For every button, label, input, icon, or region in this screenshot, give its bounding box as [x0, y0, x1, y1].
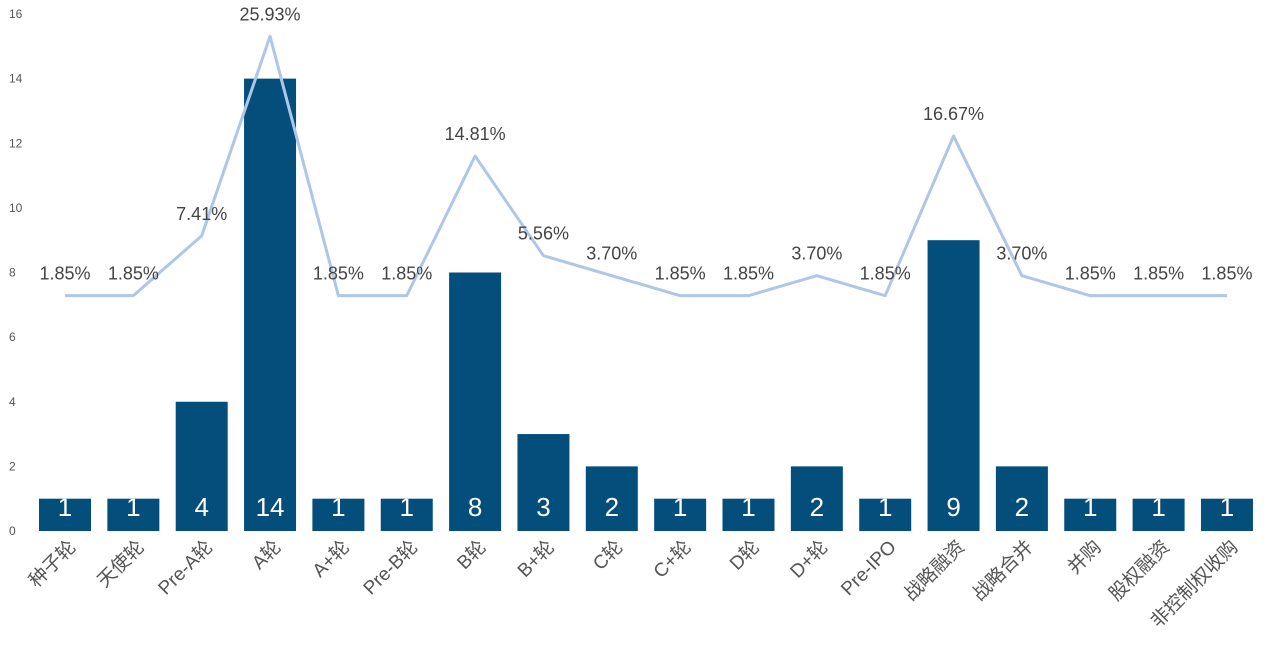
x-tick-label: C+轮	[649, 536, 696, 583]
bar-value-label: 1	[1220, 492, 1234, 522]
line-value-label: 1.85%	[655, 264, 706, 284]
bar	[722, 498, 775, 531]
line-value-label: 1.85%	[1065, 264, 1116, 284]
x-tick-label: 并购	[1063, 536, 1105, 578]
line-value-label: 3.70%	[586, 244, 637, 264]
bar-value-label: 14	[256, 492, 285, 522]
bar	[790, 466, 843, 531]
line-value-label: 14.81%	[445, 124, 506, 144]
x-tick-label: D轮	[725, 536, 764, 575]
bar	[927, 240, 980, 531]
y-tick-label: 14	[9, 72, 23, 86]
bar-value-label: 1	[878, 492, 892, 522]
bar-value-label: 3	[536, 492, 550, 522]
bar	[175, 401, 228, 531]
x-tick-label: A+轮	[308, 536, 354, 582]
bar-value-label: 2	[1015, 492, 1029, 522]
bar	[244, 78, 297, 531]
bar-value-label: 2	[605, 492, 619, 522]
bar	[654, 498, 707, 531]
line-value-label: 1.85%	[1133, 264, 1184, 284]
bar-value-label: 1	[1083, 492, 1097, 522]
x-tick-label: B轮	[453, 536, 491, 574]
y-tick-label: 16	[9, 7, 23, 21]
x-tick-label: A轮	[248, 536, 286, 574]
bar	[585, 466, 638, 531]
x-tick-label: C轮	[589, 536, 628, 575]
y-tick-label: 4	[9, 395, 16, 409]
y-tick-label: 8	[9, 266, 16, 280]
line-value-label: 5.56%	[518, 224, 569, 244]
x-tick-label: 战略融资	[900, 536, 969, 605]
x-tick-label: 种子轮	[25, 536, 81, 592]
bar-value-label: 1	[400, 492, 414, 522]
x-tick-label: 天使轮	[93, 536, 149, 592]
bar-value-label: 9	[946, 492, 960, 522]
line-value-label: 25.93%	[240, 4, 301, 24]
line-value-label: 7.41%	[176, 204, 227, 224]
x-tick-label: B+轮	[513, 536, 559, 582]
bar-value-label: 1	[58, 492, 72, 522]
bar-value-label: 8	[468, 492, 482, 522]
line-value-label: 16.67%	[923, 104, 984, 124]
line-value-label: 3.70%	[791, 244, 842, 264]
bar	[107, 498, 160, 531]
line-value-label: 1.85%	[108, 264, 159, 284]
bar	[995, 466, 1048, 531]
y-tick-label: 0	[9, 524, 16, 538]
bar	[1064, 498, 1117, 531]
bar	[1132, 498, 1185, 531]
x-tick-label: 股权融资	[1105, 536, 1174, 605]
line-value-label: 1.85%	[381, 264, 432, 284]
y-tick-label: 2	[9, 459, 16, 473]
bar	[380, 498, 433, 531]
bar-value-label: 1	[673, 492, 687, 522]
line-value-label: 1.85%	[39, 264, 90, 284]
line-value-label: 1.85%	[723, 264, 774, 284]
x-tick-label: Pre-A轮	[154, 536, 217, 599]
bar	[1200, 498, 1253, 531]
bar-value-label: 1	[1151, 492, 1165, 522]
bar-value-label: 1	[126, 492, 140, 522]
line-value-label: 1.85%	[1201, 264, 1252, 284]
bar	[312, 498, 365, 531]
line-value-label: 1.85%	[313, 264, 364, 284]
bar-value-label: 1	[741, 492, 755, 522]
y-tick-label: 10	[9, 201, 23, 215]
bar	[449, 272, 502, 531]
x-tick-label: Pre-B轮	[359, 536, 422, 599]
line-value-label: 3.70%	[996, 244, 1047, 264]
x-tick-label: Pre-IPO	[837, 537, 900, 600]
y-tick-label: 12	[9, 136, 23, 150]
x-tick-label: 战略合并	[968, 536, 1037, 605]
bar	[859, 498, 912, 531]
bar-value-label: 2	[810, 492, 824, 522]
share-line	[65, 34, 1227, 298]
bar	[517, 434, 570, 531]
bar-value-label: 4	[194, 492, 208, 522]
bar-value-label: 1	[331, 492, 345, 522]
x-tick-label: D+轮	[786, 536, 833, 583]
y-tick-label: 6	[9, 330, 16, 344]
bar	[39, 498, 91, 531]
line-value-label: 1.85%	[860, 264, 911, 284]
